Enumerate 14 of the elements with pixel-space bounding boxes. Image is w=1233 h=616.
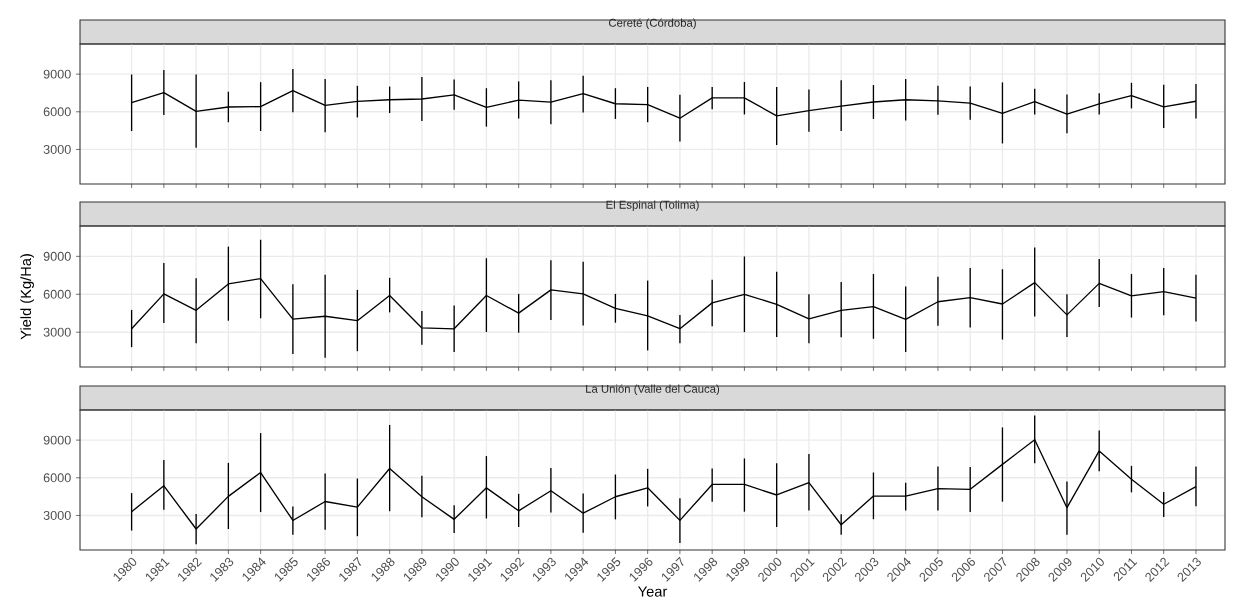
chart-title: Cereté (Córdoba) — [608, 18, 696, 30]
y-tick-label: 6000 — [43, 473, 71, 483]
y-tick-label: 3000 — [43, 327, 71, 337]
y-tick-label: 6000 — [43, 107, 71, 117]
y-tick-label: 9000 — [43, 69, 71, 79]
y-tick-label: 3000 — [43, 510, 71, 520]
x-axis-title: Year — [638, 586, 668, 597]
y-tick-label: 9000 — [43, 435, 71, 445]
y-axis-title: Yield (Kg/Ha) — [20, 254, 34, 340]
chart-title: El Espinal (Tolima) — [606, 200, 699, 211]
y-tick-label: 6000 — [43, 289, 71, 299]
y-tick-label: 3000 — [43, 144, 71, 154]
chart-title: La Unión (Valle del Cauca) — [586, 384, 720, 396]
y-tick-label: 9000 — [43, 251, 71, 261]
